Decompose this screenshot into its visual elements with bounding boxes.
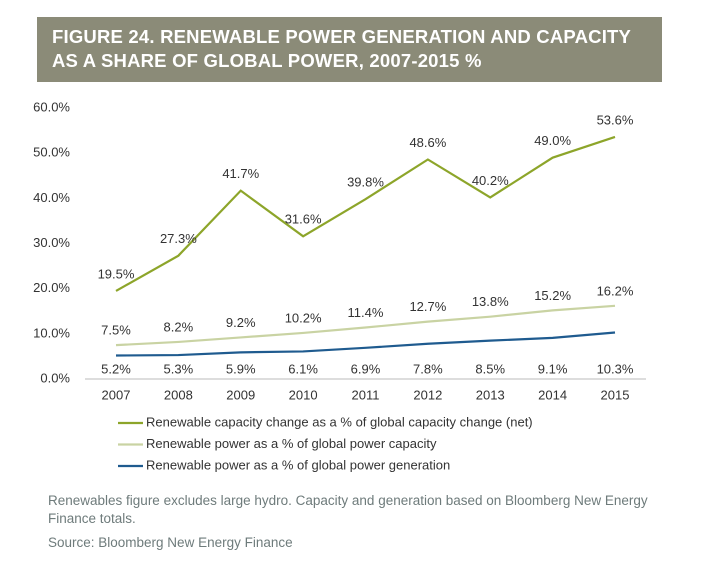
data-label: 6.9% <box>351 361 381 376</box>
note: Renewables figure excludes large hydro. … <box>48 493 648 526</box>
x-tick-label: 2009 <box>226 387 255 402</box>
data-label: 9.2% <box>226 315 256 330</box>
data-label: 40.2% <box>472 173 509 188</box>
data-label: 6.1% <box>288 361 318 376</box>
x-tick-label: 2014 <box>538 387 567 402</box>
y-tick-label: 10.0% <box>33 325 70 340</box>
line <box>115 304 616 347</box>
data-label: 8.2% <box>164 319 194 334</box>
data-label: 10.3% <box>597 361 634 376</box>
x-tick-label: 2013 <box>476 387 505 402</box>
data-label: 8.5% <box>475 361 505 376</box>
x-tick-label: 2015 <box>601 387 630 402</box>
x-tick-label: 2011 <box>352 387 380 402</box>
source: Source: Bloomberg New Energy Finance <box>48 535 293 550</box>
data-label: 19.5% <box>98 266 135 281</box>
data-label: 41.7% <box>222 166 259 181</box>
data-label: 7.5% <box>101 323 131 338</box>
y-tick-label: 60.0% <box>33 99 70 114</box>
x-tick-label: 2007 <box>102 387 131 402</box>
chart-title: FIGURE 24. RENEWABLE POWER GENERATION AN… <box>37 17 662 82</box>
data-label: 5.2% <box>101 361 131 376</box>
y-tick-label: 20.0% <box>33 280 70 295</box>
y-tick-label: 40.0% <box>33 190 70 205</box>
data-label: 7.8% <box>413 361 443 376</box>
x-tick-label: 2008 <box>164 387 193 402</box>
data-label: 5.9% <box>226 361 256 376</box>
y-tick-label: 0.0% <box>40 370 70 385</box>
data-label: 27.3% <box>160 231 197 246</box>
legend-label: Renewable capacity change as a % of glob… <box>146 414 533 429</box>
data-label: 9.1% <box>538 361 568 376</box>
chart: 0.0% 10.0% 20.0% 30.0% 40.0% 50.0% 60.0% 2007 20… <box>33 99 646 472</box>
data-label: 11.4% <box>348 305 384 320</box>
legend-label: Renewable power as a % of global power c… <box>146 436 437 451</box>
line <box>115 135 616 292</box>
data-label: 13.8% <box>472 294 509 309</box>
data-label: 49.0% <box>534 133 571 148</box>
line <box>115 331 616 357</box>
legend-label: Renewable power as a % of global power g… <box>146 457 450 472</box>
data-label: 53.6% <box>597 112 634 127</box>
y-tick-label: 30.0% <box>33 235 70 250</box>
data-label: 5.3% <box>164 361 194 376</box>
data-label: 31.6% <box>285 212 322 227</box>
data-label: 16.2% <box>597 283 634 298</box>
x-tick-label: 2012 <box>413 387 442 402</box>
data-label: 48.6% <box>409 135 446 150</box>
data-label: 10.2% <box>285 310 322 325</box>
data-label: 39.8% <box>347 175 384 190</box>
x-tick-label: 2010 <box>289 387 318 402</box>
y-tick-label: 50.0% <box>33 145 70 160</box>
data-label: 15.2% <box>534 288 571 303</box>
data-label: 12.7% <box>409 299 446 314</box>
